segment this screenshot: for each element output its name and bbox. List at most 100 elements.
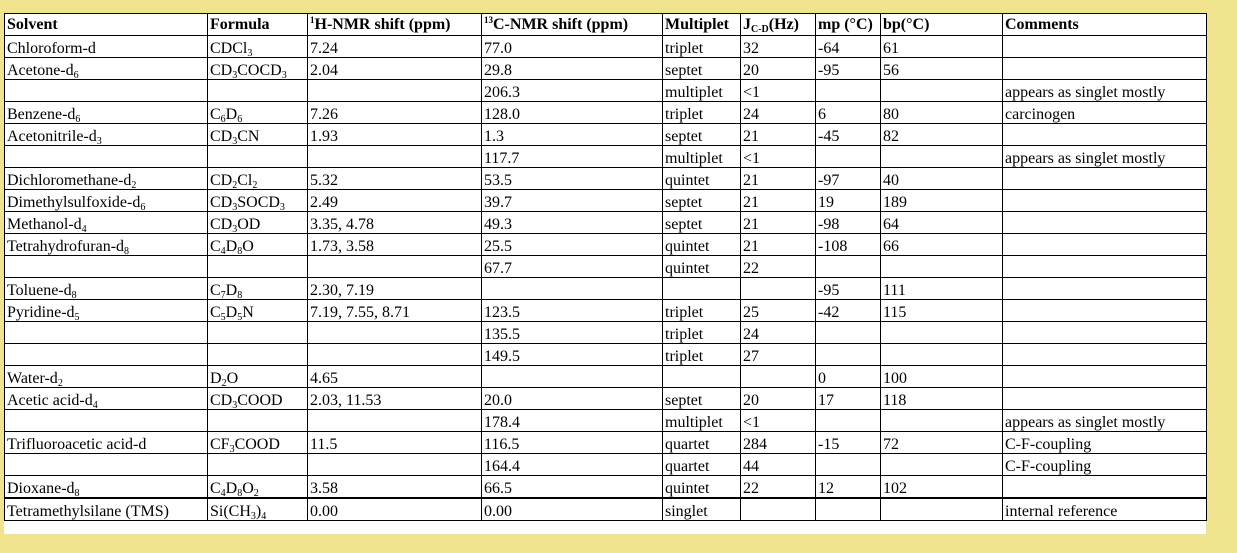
formula-cell-subscript: 3: [232, 400, 238, 410]
solvent-cell-text: Dioxane-d: [7, 480, 75, 497]
formula-cell: CD2Cl2: [207, 167, 308, 190]
comment-cell: appears as singlet mostly: [1002, 145, 1207, 168]
melting-point-cell: [815, 321, 881, 344]
comment-cell: [1002, 277, 1207, 300]
formula-cell-subscript: 8: [237, 488, 243, 498]
comment-cell: [1002, 299, 1207, 322]
solvent-cell-text: Acetic acid-d: [7, 392, 93, 409]
formula-cell-subscript: 5: [237, 312, 243, 322]
table-body: Chloroform-d CDCl3 7.24 77.0 triplet 32 -64 61 A…: [4, 35, 1207, 521]
boiling-point-cell: 66: [880, 233, 1003, 256]
solvent-cell: Dichloromethane-d2: [4, 167, 208, 190]
header-j-unit: (Hz): [768, 15, 799, 33]
coupling-constant-cell: 284: [740, 431, 816, 454]
formula-cell: C7D8: [207, 277, 308, 300]
solvent-cell-subscript: 4: [92, 400, 98, 410]
table-row: 67.7 quintet 22: [4, 255, 1207, 278]
h-nmr-cell: [307, 343, 482, 366]
formula-cell: CDCl3: [207, 35, 308, 58]
boiling-point-cell: [880, 453, 1003, 476]
boiling-point-cell: 189: [880, 189, 1003, 212]
boiling-point-cell: [880, 409, 1003, 432]
multiplet-cell: septet: [662, 57, 741, 80]
header-row: Solvent Formula 1H-NMR shift (ppm) 13C-N…: [4, 13, 1207, 36]
formula-cell-text: CD: [210, 392, 233, 409]
multiplet-cell: quintet: [662, 167, 741, 190]
h-nmr-cell: 4.65: [307, 365, 482, 388]
header-j-symbol: J: [743, 15, 751, 33]
formula-cell-text: D: [225, 282, 238, 299]
formula-cell: [207, 453, 308, 476]
header-h-nmr-isotope: 1: [310, 14, 315, 25]
boiling-point-cell: 111: [880, 277, 1003, 300]
coupling-constant-cell: 24: [740, 101, 816, 124]
melting-point-cell: 12: [815, 475, 881, 499]
table-row: Dichloromethane-d2 CD2Cl2 5.32 53.5 quintet 2…: [4, 167, 1207, 190]
h-nmr-cell: 3.58: [307, 475, 482, 499]
multiplet-cell: triplet: [662, 321, 741, 344]
table-row: 117.7 multiplet <1 appears as singlet mostl…: [4, 145, 1207, 168]
comment-cell: [1002, 57, 1207, 80]
coupling-constant-cell: 21: [740, 233, 816, 256]
formula-cell-subscript: 4: [220, 246, 226, 256]
formula-cell-subscript: 3: [247, 48, 253, 58]
boiling-point-cell: 72: [880, 431, 1003, 454]
boiling-point-cell: [880, 145, 1003, 168]
formula-cell: CD3COCD3: [207, 57, 308, 80]
boiling-point-cell: 115: [880, 299, 1003, 322]
header-c-nmr: 13C-NMR shift (ppm): [481, 13, 663, 36]
boiling-point-cell: [880, 497, 1003, 521]
h-nmr-cell: [307, 255, 482, 278]
solvent-cell-text: Methanol-d: [7, 216, 82, 233]
c-nmr-cell: 117.7: [481, 145, 663, 168]
formula-cell-text: O: [242, 238, 254, 255]
formula-cell: [207, 343, 308, 366]
boiling-point-cell: 102: [880, 475, 1003, 499]
h-nmr-cell: [307, 321, 482, 344]
header-coupling-constant: JC-D(Hz): [740, 13, 816, 36]
formula-cell-subscript: 3: [232, 202, 238, 212]
h-nmr-cell: 2.30, 7.19: [307, 277, 482, 300]
formula-cell-text: C: [210, 238, 221, 255]
comment-cell: appears as singlet mostly: [1002, 79, 1207, 102]
table-row: Trifluoroacetic acid-d CF3COOD 11.5 116.5 qu…: [4, 431, 1207, 454]
formula-cell: C4D8O2: [207, 475, 308, 499]
melting-point-cell: -15: [815, 431, 881, 454]
solvent-cell-text: Tetrahydrofuran-d: [7, 238, 125, 255]
h-nmr-cell: 7.24: [307, 35, 482, 58]
formula-cell-text: CD: [210, 216, 233, 233]
c-nmr-cell: 149.5: [481, 343, 663, 366]
formula-cell-text: C: [210, 480, 221, 497]
header-solvent: Solvent: [4, 13, 208, 36]
comment-cell: C-F-coupling: [1002, 453, 1207, 476]
multiplet-cell: septet: [662, 189, 741, 212]
c-nmr-cell: 206.3: [481, 79, 663, 102]
c-nmr-cell: 77.0: [481, 35, 663, 58]
comment-cell: C-F-coupling: [1002, 431, 1207, 454]
c-nmr-cell: 20.0: [481, 387, 663, 410]
header-c-nmr-label: C-NMR shift (ppm): [493, 15, 629, 33]
h-nmr-cell: 2.04: [307, 57, 482, 80]
c-nmr-cell: 67.7: [481, 255, 663, 278]
melting-point-cell: -108: [815, 233, 881, 256]
solvent-cell-subscript: 4: [81, 224, 87, 234]
melting-point-cell: [815, 343, 881, 366]
table-row: Acetonitrile-d3 CD3CN 1.93 1.3 septet 21 -45 82: [4, 123, 1207, 146]
coupling-constant-cell: 24: [740, 321, 816, 344]
solvent-cell-text: Benzene-d: [7, 106, 76, 123]
boiling-point-cell: 64: [880, 211, 1003, 234]
c-nmr-cell: 135.5: [481, 321, 663, 344]
solvent-cell-subscript: 6: [73, 70, 79, 80]
melting-point-cell: -42: [815, 299, 881, 322]
h-nmr-cell: 5.32: [307, 167, 482, 190]
header-formula: Formula: [207, 13, 308, 36]
table-row: Chloroform-d CDCl3 7.24 77.0 triplet 32 -64 61: [4, 35, 1207, 58]
formula-cell-text: O: [242, 480, 254, 497]
boiling-point-cell: 82: [880, 123, 1003, 146]
formula-cell: CD3COOD: [207, 387, 308, 410]
nmr-solvent-table: Solvent Formula 1H-NMR shift (ppm) 13C-N…: [4, 13, 1207, 521]
solvent-cell: Benzene-d6: [4, 101, 208, 124]
solvent-cell-text: Pyridine-d: [7, 304, 75, 321]
h-nmr-cell: [307, 453, 482, 476]
multiplet-cell: septet: [662, 211, 741, 234]
